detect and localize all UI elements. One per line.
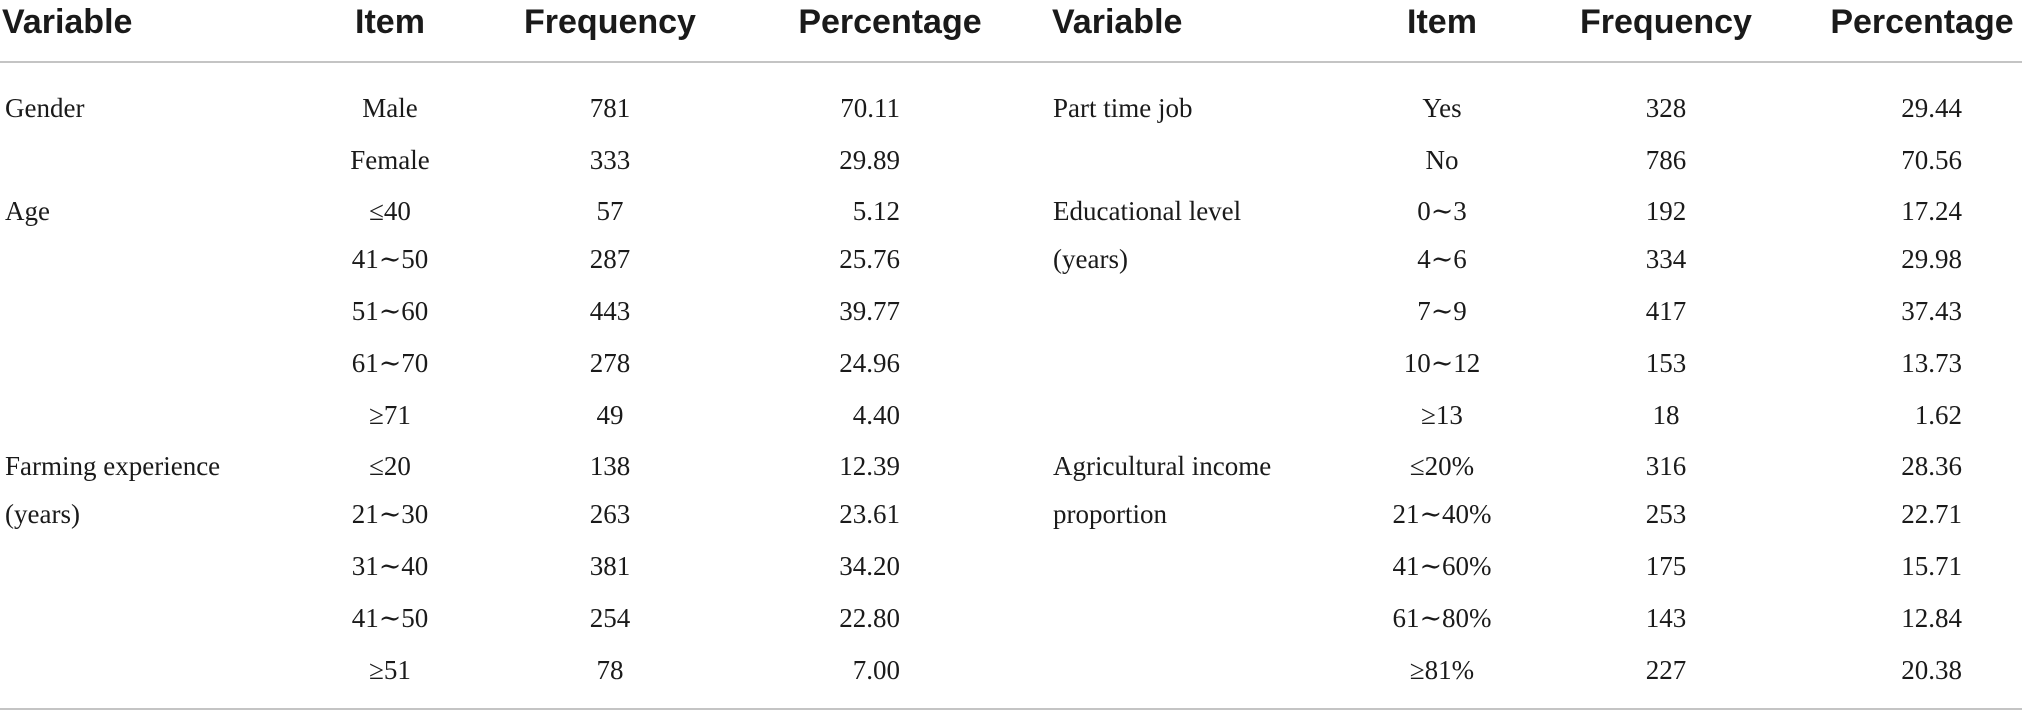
item-cell-right: 61∼80% <box>1392 603 1492 633</box>
percentage-cell: 7.00 <box>852 655 900 685</box>
percentage-cell: 5.12 <box>852 196 900 226</box>
percentage-cell: 29.89 <box>839 145 900 175</box>
header-frequency: Frequency <box>524 3 696 41</box>
percentage-cell-right: 17.24 <box>1901 196 1962 226</box>
frequency-cell: 443 <box>589 296 631 326</box>
item-cell: ≤40 <box>369 196 411 226</box>
item-cell: 31∼40 <box>351 551 429 581</box>
frequency-cell-right: 316 <box>1645 451 1687 481</box>
variable-cell-right: proportion <box>1053 499 1167 529</box>
percentage-cell: 34.20 <box>839 551 900 581</box>
item-cell: 41∼50 <box>351 244 429 274</box>
variable-cell-right: (years) <box>1053 244 1128 274</box>
frequency-cell-right: 334 <box>1645 244 1687 274</box>
item-cell-right: 10∼12 <box>1403 348 1481 378</box>
item-cell-right: ≥81% <box>1409 655 1475 685</box>
variable-cell-right: Part time job <box>1053 93 1193 123</box>
header-item: Item <box>355 3 425 41</box>
percentage-cell: 24.96 <box>839 348 900 378</box>
frequency-cell: 781 <box>589 93 631 123</box>
frequency-cell: 49 <box>596 400 624 430</box>
frequency-cell: 57 <box>596 196 624 226</box>
item-cell: Male <box>362 93 418 123</box>
percentage-cell: 39.77 <box>839 296 900 326</box>
percentage-cell-right: 12.84 <box>1901 603 1962 633</box>
percentage-cell-right: 29.98 <box>1901 244 1962 274</box>
frequency-cell-right: 227 <box>1645 655 1687 685</box>
percentage-cell: 22.80 <box>839 603 900 633</box>
percentage-cell-right: 22.71 <box>1901 499 1962 529</box>
percentage-cell-right: 70.56 <box>1901 145 1962 175</box>
item-cell-right: 4∼6 <box>1417 244 1467 274</box>
item-cell: 41∼50 <box>351 603 429 633</box>
frequency-cell-right: 253 <box>1645 499 1687 529</box>
frequency-cell-right: 143 <box>1645 603 1687 633</box>
item-cell: 21∼30 <box>351 499 429 529</box>
header-percentage: Percentage <box>798 3 982 41</box>
frequency-cell: 78 <box>596 655 624 685</box>
item-cell-right: Yes <box>1422 93 1462 123</box>
percentage-cell-right: 13.73 <box>1901 348 1962 378</box>
header-rule <box>0 61 2022 63</box>
item-cell: 51∼60 <box>351 296 429 326</box>
frequency-cell-right: 328 <box>1645 93 1687 123</box>
item-cell: ≤20 <box>369 451 411 481</box>
item-cell-right: 0∼3 <box>1417 196 1467 226</box>
variable-cell-right: Agricultural income <box>1053 451 1272 481</box>
bottom-rule <box>0 708 2022 710</box>
percentage-cell-right: 28.36 <box>1901 451 1962 481</box>
item-cell: 61∼70 <box>351 348 429 378</box>
item-cell-right: ≥13 <box>1421 400 1463 430</box>
header-variable-right: Variable <box>1052 3 1183 41</box>
percentage-cell-right: 1.62 <box>1914 400 1962 430</box>
frequency-cell-right: 192 <box>1645 196 1687 226</box>
frequency-cell: 263 <box>589 499 631 529</box>
item-cell-right: No <box>1425 145 1459 175</box>
item-cell-right: 21∼40% <box>1392 499 1492 529</box>
frequency-cell: 287 <box>589 244 631 274</box>
frequency-cell-right: 153 <box>1645 348 1687 378</box>
percentage-cell-right: 29.44 <box>1901 93 1962 123</box>
variable-cell: Gender <box>5 93 85 123</box>
frequency-cell-right: 18 <box>1652 400 1680 430</box>
variable-cell: Farming experience <box>5 451 221 481</box>
item-cell-right: ≤20% <box>1409 451 1475 481</box>
percentage-cell-right: 15.71 <box>1901 551 1962 581</box>
header-percentage-right: Percentage <box>1830 3 2014 41</box>
percentage-cell-right: 37.43 <box>1901 296 1962 326</box>
percentage-cell: 70.11 <box>840 93 900 123</box>
percentage-cell: 25.76 <box>839 244 900 274</box>
item-cell: ≥51 <box>369 655 411 685</box>
percentage-cell: 23.61 <box>839 499 900 529</box>
variable-cell-right: Educational level <box>1053 196 1242 226</box>
item-cell-right: 41∼60% <box>1392 551 1492 581</box>
percentage-cell: 4.40 <box>852 400 900 430</box>
item-cell-right: 7∼9 <box>1417 296 1467 326</box>
percentage-cell-right: 20.38 <box>1901 655 1962 685</box>
frequency-cell-right: 786 <box>1645 145 1687 175</box>
frequency-cell: 254 <box>589 603 631 633</box>
variable-cell: Age <box>5 196 50 226</box>
item-cell: Female <box>350 145 430 175</box>
variable-cell: (years) <box>5 499 80 529</box>
header-item-right: Item <box>1407 3 1477 41</box>
header-variable: Variable <box>2 3 133 41</box>
frequency-cell-right: 417 <box>1645 296 1687 326</box>
frequency-cell: 278 <box>589 348 631 378</box>
frequency-cell-right: 175 <box>1645 551 1687 581</box>
item-cell: ≥71 <box>369 400 411 430</box>
frequency-cell: 333 <box>589 145 631 175</box>
frequency-cell: 381 <box>589 551 631 581</box>
frequency-cell: 138 <box>589 451 631 481</box>
percentage-cell: 12.39 <box>839 451 900 481</box>
header-frequency-right: Frequency <box>1580 3 1752 41</box>
